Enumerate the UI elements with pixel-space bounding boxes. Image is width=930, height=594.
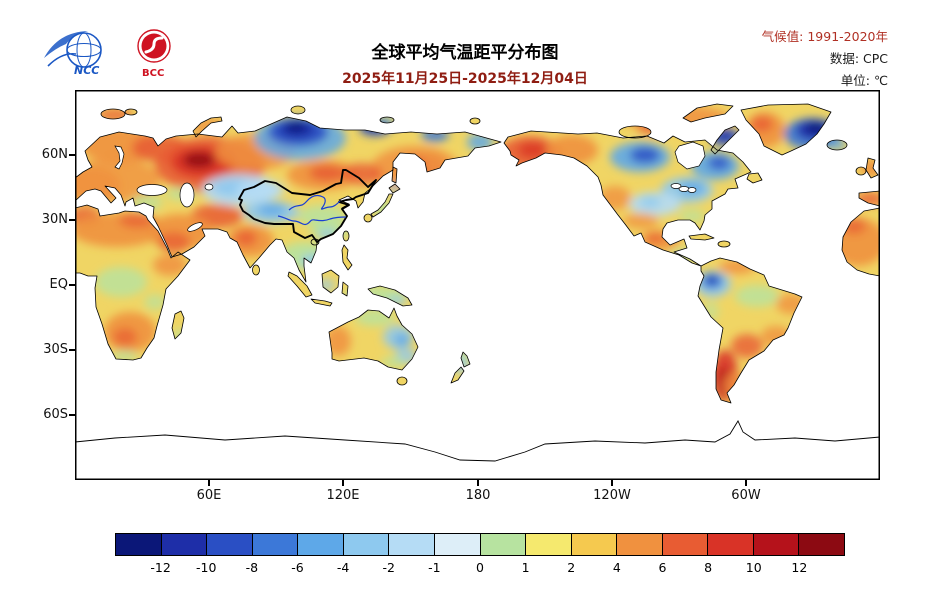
legend-label-8: 8	[704, 560, 713, 575]
legend-cell-11	[617, 534, 663, 555]
lon-label-120W: 120W	[593, 488, 631, 503]
legend-cell-8	[480, 534, 527, 555]
legend-cell-1	[161, 534, 208, 555]
legend-label-0: 0	[476, 560, 484, 575]
legend-cell-15	[799, 534, 844, 555]
legend-cell-13	[708, 534, 754, 555]
lat-tick-30S	[69, 349, 75, 351]
legend-label-4: 4	[612, 560, 621, 575]
legend-labels: -12 -10 -8 -6 -4 -2 -1 0 1 2 4 6 8 10 12	[115, 560, 845, 578]
legend-label--8: -8	[245, 560, 259, 575]
great-lakes-west	[670, 183, 682, 189]
logos-svg: NCC BCC	[44, 29, 171, 79]
legend-label--1: -1	[428, 560, 441, 575]
legend-cell-7	[434, 534, 481, 555]
lat-label-60S: 60S	[43, 407, 68, 422]
lat-tick-60S	[69, 414, 75, 416]
anomaly-map-svg	[75, 90, 880, 480]
great-lakes-east	[687, 187, 697, 193]
black-sea	[136, 184, 168, 196]
lat-label-30N: 30N	[41, 212, 68, 227]
legend-label-12: 12	[791, 560, 808, 575]
lon-tick-120E	[342, 480, 344, 486]
legend-cell-5	[343, 534, 390, 555]
caspian-sea	[179, 182, 195, 208]
legend-cell-9	[526, 534, 572, 555]
lon-tick-120W	[611, 480, 613, 486]
lon-label-180: 180	[465, 488, 491, 503]
inland-seas	[114, 141, 706, 232]
meta-data-source: 数据: CPC	[829, 51, 888, 66]
agency-logos: NCC BCC	[36, 24, 176, 86]
yellow-river	[288, 195, 341, 211]
lat-tick-EQ	[69, 284, 75, 286]
lat-tick-30N	[69, 219, 75, 221]
legend-cell-2	[207, 534, 253, 555]
meta-climate-baseline: 气候值: 1991-2020年	[761, 29, 888, 44]
legend-cell-3	[252, 534, 299, 555]
aral-sea	[204, 183, 214, 191]
legend-label-2: 2	[567, 560, 576, 575]
bcc-logo-icon: BCC	[137, 29, 171, 79]
legend-label--12: -12	[150, 560, 171, 575]
legend-cell-0	[116, 534, 162, 555]
legend-label--6: -6	[291, 560, 304, 575]
map-subtitle: 2025年11月25日-2025年12月04日	[342, 71, 588, 87]
legend-label--10: -10	[196, 560, 217, 575]
lat-label-EQ: EQ	[49, 277, 68, 292]
legend-label-6: 6	[658, 560, 667, 575]
meta-block: 气候值: 1991-2020年 数据: CPC 单位: ℃	[762, 26, 888, 92]
map-title: 全球平均气温距平分布图	[371, 43, 559, 63]
legend-cell-12	[662, 534, 709, 555]
great-lakes-mid	[678, 186, 690, 192]
lat-label-60N: 60N	[41, 147, 68, 162]
ncc-logo-icon: NCC	[44, 31, 102, 77]
rivers	[277, 195, 347, 226]
lon-tick-60E	[208, 480, 210, 486]
svg-text:NCC: NCC	[74, 64, 99, 77]
lon-tick-60W	[745, 480, 747, 486]
lon-tick-180	[477, 480, 479, 486]
legend-label-1: 1	[521, 560, 530, 575]
persian-gulf	[187, 222, 203, 232]
legend-cell-4	[298, 534, 344, 555]
legend-cell-6	[389, 534, 435, 555]
lon-label-120E: 120E	[326, 488, 360, 503]
lat-label-30S: 30S	[43, 342, 68, 357]
lon-label-60W: 60W	[731, 488, 761, 503]
legend-label-10: 10	[745, 560, 762, 575]
antarctica	[75, 420, 880, 480]
antarctica-coast	[75, 420, 880, 462]
legend-label--4: -4	[336, 560, 350, 575]
svg-text:BCC: BCC	[142, 68, 164, 79]
baltic-sea	[114, 145, 125, 170]
hudson-bay	[674, 141, 706, 170]
legend-cell-10	[571, 534, 618, 555]
lon-label-60E: 60E	[196, 488, 222, 503]
legend-cell-14	[753, 534, 800, 555]
legend-label--2: -2	[382, 560, 395, 575]
meta-unit: 单位: ℃	[840, 73, 888, 88]
map-frame	[75, 90, 880, 480]
legend-cells	[115, 533, 845, 556]
yangtze-river	[277, 215, 347, 226]
lat-tick-60N	[69, 154, 75, 156]
